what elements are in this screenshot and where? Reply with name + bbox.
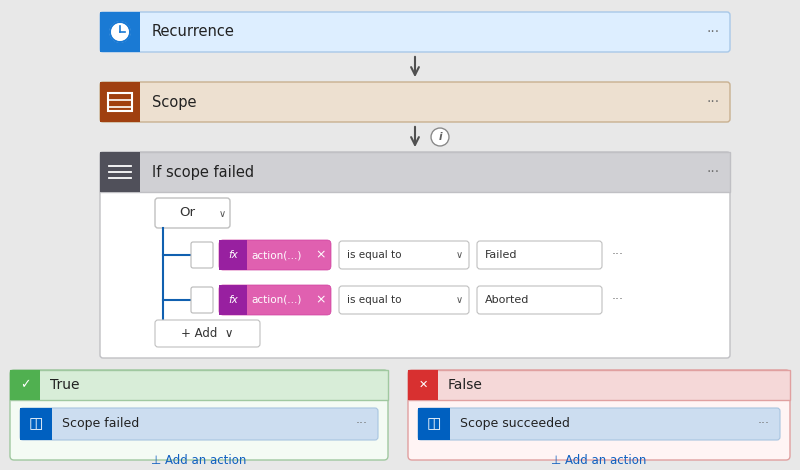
Text: Scope: Scope bbox=[152, 94, 197, 110]
Bar bbox=[100, 82, 140, 122]
Text: If scope failed: If scope failed bbox=[152, 164, 254, 180]
Text: + Add  ∨: + Add ∨ bbox=[182, 327, 234, 340]
Text: is equal to: is equal to bbox=[347, 250, 402, 260]
FancyBboxPatch shape bbox=[155, 198, 230, 228]
FancyBboxPatch shape bbox=[219, 240, 331, 270]
Text: fx: fx bbox=[228, 250, 238, 260]
FancyBboxPatch shape bbox=[10, 370, 388, 460]
FancyBboxPatch shape bbox=[408, 370, 790, 460]
Text: ⊥ Add an action: ⊥ Add an action bbox=[151, 454, 246, 467]
Circle shape bbox=[431, 128, 449, 146]
Bar bbox=[100, 152, 140, 192]
Text: ✓: ✓ bbox=[20, 378, 30, 392]
Text: ···: ··· bbox=[356, 417, 368, 431]
Bar bbox=[100, 12, 140, 52]
Circle shape bbox=[112, 24, 128, 40]
Text: ···: ··· bbox=[758, 417, 770, 431]
Bar bbox=[20, 408, 52, 440]
Text: False: False bbox=[448, 378, 483, 392]
FancyBboxPatch shape bbox=[339, 286, 469, 314]
Text: ∨: ∨ bbox=[218, 209, 226, 219]
FancyBboxPatch shape bbox=[477, 241, 602, 269]
Text: fx: fx bbox=[228, 295, 238, 305]
FancyBboxPatch shape bbox=[100, 82, 730, 122]
Text: True: True bbox=[50, 378, 79, 392]
Text: ⊥ Add an action: ⊥ Add an action bbox=[551, 454, 646, 467]
Circle shape bbox=[110, 22, 130, 42]
FancyBboxPatch shape bbox=[100, 152, 730, 358]
Text: ∨: ∨ bbox=[455, 250, 462, 260]
Text: action(...): action(...) bbox=[252, 295, 302, 305]
Text: ···: ··· bbox=[612, 293, 624, 306]
FancyBboxPatch shape bbox=[477, 286, 602, 314]
Bar bbox=[10, 370, 40, 400]
Text: ···: ··· bbox=[707, 165, 720, 179]
Text: ···: ··· bbox=[612, 249, 624, 261]
FancyBboxPatch shape bbox=[418, 408, 780, 440]
FancyBboxPatch shape bbox=[155, 320, 260, 347]
Bar bbox=[10, 370, 388, 400]
Bar bbox=[219, 285, 247, 315]
FancyBboxPatch shape bbox=[339, 241, 469, 269]
Text: Or: Or bbox=[179, 206, 195, 219]
Bar bbox=[100, 152, 730, 192]
Text: ✕: ✕ bbox=[418, 380, 428, 390]
Text: ◫: ◫ bbox=[29, 416, 43, 431]
Text: Scope failed: Scope failed bbox=[62, 417, 139, 431]
FancyBboxPatch shape bbox=[219, 285, 331, 315]
Text: is equal to: is equal to bbox=[347, 295, 402, 305]
Text: ×: × bbox=[316, 293, 326, 306]
FancyBboxPatch shape bbox=[100, 12, 730, 52]
Text: Failed: Failed bbox=[485, 250, 518, 260]
Text: ◫: ◫ bbox=[427, 416, 441, 431]
Text: action(...): action(...) bbox=[252, 250, 302, 260]
Text: Recurrence: Recurrence bbox=[152, 24, 235, 39]
Text: i: i bbox=[438, 133, 442, 142]
Bar bbox=[219, 240, 247, 270]
FancyBboxPatch shape bbox=[191, 287, 213, 313]
Text: ×: × bbox=[316, 249, 326, 261]
Bar bbox=[108, 93, 132, 111]
Bar bbox=[408, 370, 438, 400]
Text: ∨: ∨ bbox=[455, 295, 462, 305]
FancyBboxPatch shape bbox=[20, 408, 378, 440]
Bar bbox=[408, 370, 790, 400]
Text: ···: ··· bbox=[707, 95, 720, 109]
Bar bbox=[418, 408, 450, 440]
Text: Scope succeeded: Scope succeeded bbox=[460, 417, 570, 431]
Text: ···: ··· bbox=[707, 25, 720, 39]
Text: Aborted: Aborted bbox=[485, 295, 530, 305]
FancyBboxPatch shape bbox=[191, 242, 213, 268]
